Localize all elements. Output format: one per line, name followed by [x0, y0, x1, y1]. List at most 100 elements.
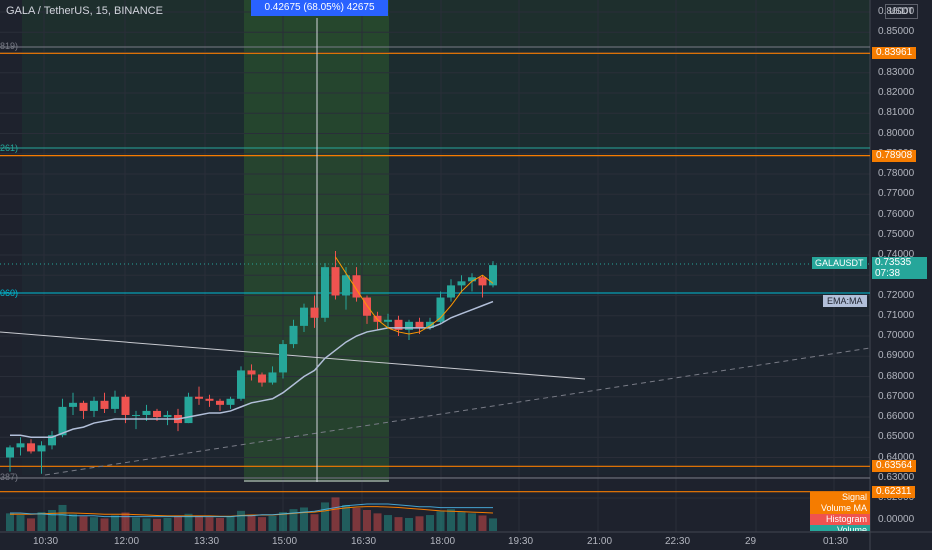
- candle-body: [321, 267, 329, 318]
- volume-bar: [394, 517, 403, 531]
- volume-bar: [237, 510, 245, 531]
- candle-body: [426, 321, 434, 328]
- candle-body: [142, 410, 151, 415]
- price-tick-label: 0.00000: [878, 514, 915, 525]
- symbol-tag: GALAUSDT: [812, 257, 867, 269]
- volume-bar: [384, 515, 392, 531]
- legend-volume-ma: Volume MA: [810, 503, 870, 514]
- price-tick-label: 0.80000: [878, 127, 915, 139]
- candle-body: [310, 307, 319, 318]
- time-tick-label: 01:30: [823, 536, 849, 547]
- candle-body: [268, 372, 277, 383]
- candle-body: [394, 319, 403, 330]
- volume-bar: [289, 509, 298, 531]
- candle-body: [111, 396, 119, 409]
- volume-bar: [489, 518, 497, 531]
- price-tick-label: 0.86000: [878, 6, 915, 17]
- time-tick-label: 16:30: [351, 536, 377, 547]
- price-tick-label: 0.68000: [878, 370, 915, 382]
- candle-body: [247, 370, 256, 375]
- price-tick-label: 0.70000: [878, 330, 915, 341]
- price-tick-label: 0.66000: [878, 411, 915, 422]
- price-tag-level-1: 0.83961: [872, 47, 917, 60]
- candle-body: [363, 297, 371, 316]
- volume-bar: [142, 518, 151, 531]
- candle-body: [100, 400, 109, 409]
- volume-bar: [216, 517, 224, 531]
- fib-label-middle: 261): [0, 143, 19, 153]
- trendline-descending: [0, 331, 586, 380]
- candle-body: [436, 297, 445, 322]
- volume-bar: [16, 515, 25, 531]
- candle-body: [6, 447, 14, 458]
- volume-bar: [79, 516, 88, 531]
- volume-bar: [426, 515, 434, 531]
- candle-body: [478, 277, 487, 286]
- time-tick-label: 12:00: [114, 536, 140, 547]
- price-tick-label: 0.72000: [878, 289, 915, 301]
- volume-bar: [457, 512, 466, 531]
- time-tick-label: 10:30: [33, 536, 59, 547]
- price-tick-label: 0.82000: [878, 87, 915, 98]
- candle-body: [27, 443, 35, 452]
- volume-bar: [121, 512, 130, 531]
- fibonacci-layer: [0, 46, 870, 493]
- candle-body: [457, 281, 466, 286]
- symbol-title[interactable]: GALA / TetherUS, 15, BINANCE: [6, 5, 163, 17]
- fib-label-lower-mid: 060): [0, 288, 19, 298]
- fib-label-upper: 819): [0, 41, 19, 51]
- legend-signal: Signal: [810, 492, 870, 503]
- currency-selector[interactable]: USDT: [885, 4, 918, 19]
- volume-bar: [331, 497, 340, 531]
- candle-body: [195, 396, 203, 399]
- volume-bar: [342, 504, 350, 531]
- zone-mid: [22, 148, 870, 293]
- volume-bar: [447, 509, 455, 531]
- overlay-layer: [10, 256, 494, 438]
- trendline-ascending-dashed: [44, 347, 871, 476]
- price-tick-label: 0.75000: [878, 228, 915, 240]
- candle-body: [90, 400, 98, 411]
- volume-bar: [195, 515, 203, 531]
- candle-body: [237, 370, 245, 399]
- volume-bar: [111, 515, 119, 531]
- candle-body: [79, 402, 88, 411]
- price-tick-label: 0.63000: [878, 471, 915, 483]
- price-tick-label: 0.65000: [878, 431, 915, 443]
- price-tick-label: 0.81000: [878, 107, 915, 119]
- volume-bar: [268, 515, 277, 531]
- candle-body: [415, 321, 424, 328]
- candle-body: [205, 398, 214, 401]
- last-price-value: 0.73535: [875, 257, 912, 268]
- ema-tag: EMA:MA: [823, 295, 867, 307]
- time-tick-label: 15:00: [272, 536, 298, 547]
- measure-readout: 0.42675 (68.05%) 42675: [251, 0, 388, 16]
- volume-bar: [6, 513, 14, 531]
- candle-body: [226, 398, 235, 405]
- volume-ma-line: [10, 506, 494, 517]
- last-price-tag: 0.73535 07:38: [872, 257, 927, 279]
- volume-bar: [58, 504, 67, 531]
- price-tick-label: 0.67000: [878, 390, 915, 402]
- price-tick-label: 0.71000: [878, 309, 915, 321]
- volume-bar: [132, 517, 140, 531]
- volume-bar: [247, 514, 256, 531]
- volume-bar: [258, 517, 266, 531]
- candle-body: [16, 443, 25, 448]
- candle-body: [289, 325, 298, 345]
- candle-body: [216, 400, 224, 405]
- price-tag-level-3: 0.63564: [872, 460, 917, 473]
- volume-bar: [321, 502, 329, 531]
- price-tick-label: 0.78000: [878, 168, 915, 179]
- price-tick-label: 0.83000: [878, 66, 915, 78]
- legend-volume: Volume: [810, 525, 870, 531]
- signal-line: [10, 503, 493, 518]
- volume-bar: [415, 516, 424, 531]
- candle-body: [153, 410, 161, 417]
- price-tick-label: 0.85000: [878, 26, 915, 38]
- candle-body: [163, 414, 172, 417]
- volume-bar: [405, 517, 413, 531]
- volume-bar: [436, 511, 445, 531]
